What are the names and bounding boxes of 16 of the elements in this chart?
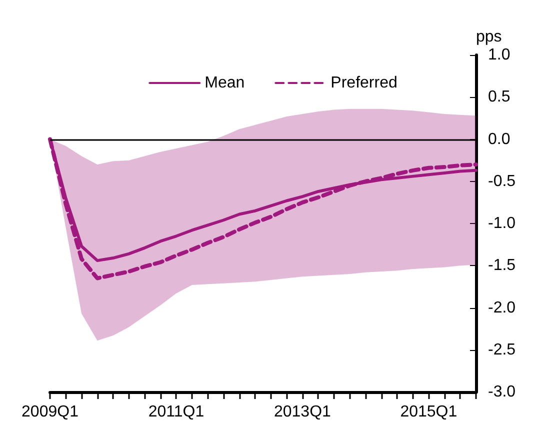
y-tick-label: 0.5 <box>488 88 510 106</box>
y-tick-label: -2.5 <box>488 341 516 358</box>
x-tick-label: 2013Q1 <box>274 404 332 420</box>
y-tick-label: -1.5 <box>488 257 516 274</box>
y-tick-label: -1.0 <box>488 215 516 232</box>
y-tick-label: -2.0 <box>488 299 516 316</box>
y-tick-label: -3.0 <box>488 384 516 400</box>
y-axis-title: pps <box>476 28 502 46</box>
x-tick-label: 2011Q1 <box>148 404 204 420</box>
legend-label: Preferred <box>330 74 398 92</box>
x-tick-label: 2015Q1 <box>400 404 458 420</box>
legend-label: Mean <box>204 74 245 92</box>
y-tick-label: 1.0 <box>488 46 510 64</box>
y-tick-label: 0.0 <box>488 130 510 148</box>
x-tick-label: 2009Q1 <box>22 404 79 420</box>
y-tick-label: -0.5 <box>488 172 516 190</box>
